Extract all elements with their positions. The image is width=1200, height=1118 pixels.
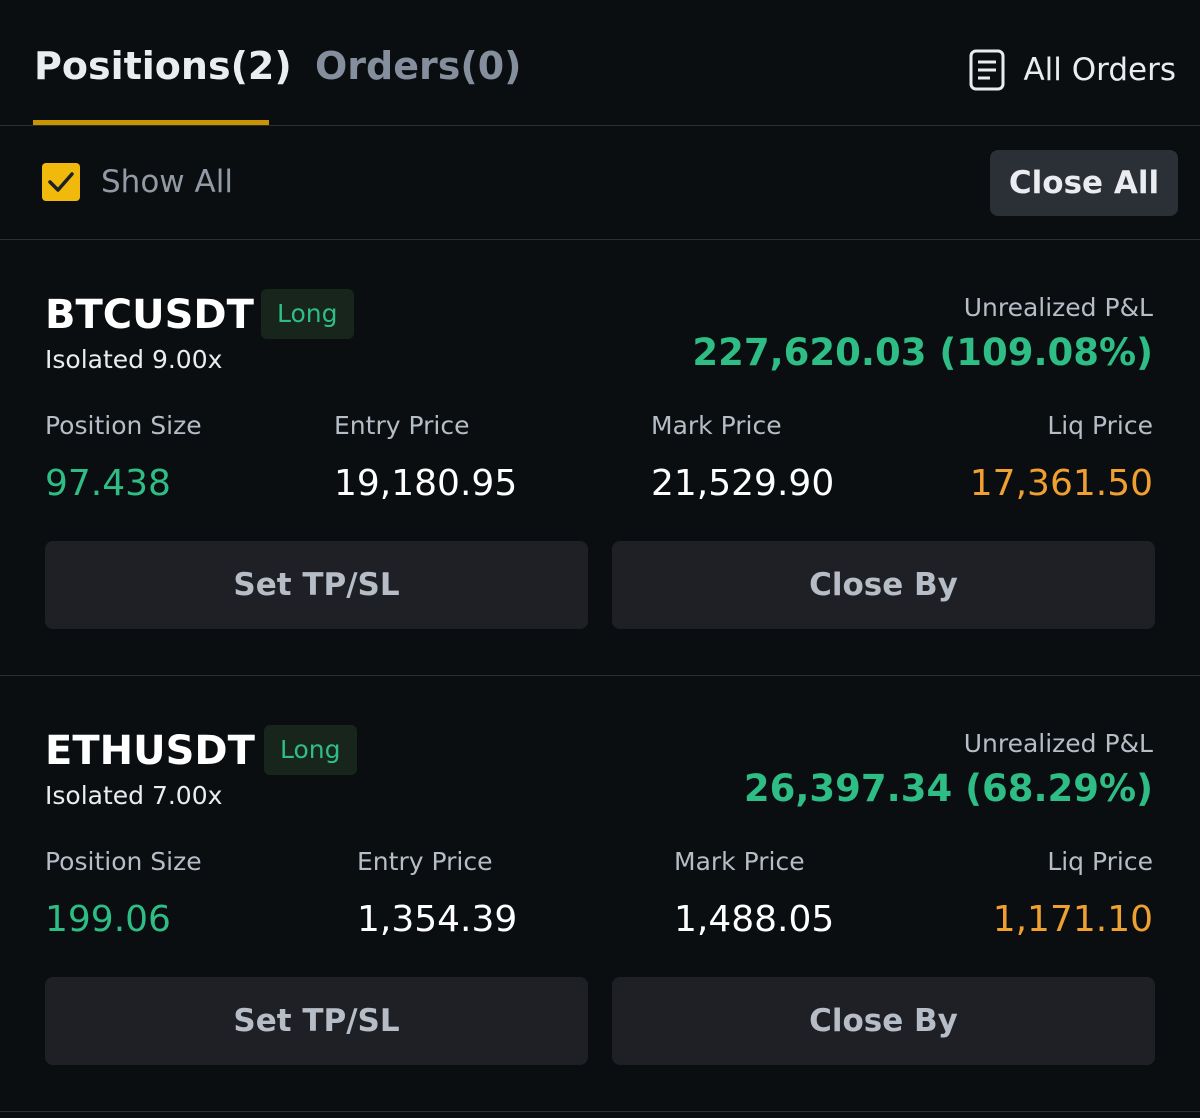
position-size-value: 199.06 <box>45 899 171 940</box>
tab-bar: Positions(2) Orders(0) All Orders <box>0 0 1200 126</box>
unrealized-pnl-label: Unrealized P&L <box>963 293 1153 322</box>
position-card: ETHUSDT Long Isolated 7.00x Unrealized P… <box>0 677 1200 1112</box>
show-all-checkbox[interactable] <box>42 163 80 201</box>
position-size-label: Position Size <box>45 847 202 876</box>
document-list-icon <box>969 49 1005 91</box>
tab-orders[interactable]: Orders(0) <box>315 44 522 88</box>
unrealized-pnl-label: Unrealized P&L <box>963 729 1153 758</box>
entry-price-value: 19,180.95 <box>334 463 518 504</box>
all-orders-label: All Orders <box>1023 52 1176 88</box>
set-tpsl-button[interactable]: Set TP/SL <box>45 541 588 629</box>
mark-price-value: 1,488.05 <box>674 899 835 940</box>
set-tpsl-button[interactable]: Set TP/SL <box>45 977 588 1065</box>
entry-price-label: Entry Price <box>334 411 470 440</box>
filter-bar: Show All Close All <box>0 126 1200 240</box>
liq-price-value: 17,361.50 <box>969 463 1153 504</box>
close-by-button[interactable]: Close By <box>612 977 1155 1065</box>
position-card: BTCUSDT Long Isolated 9.00x Unrealized P… <box>0 241 1200 676</box>
position-symbol[interactable]: BTCUSDT <box>45 292 254 338</box>
show-all-label: Show All <box>101 164 233 200</box>
position-size-value: 97.438 <box>45 463 171 504</box>
close-all-button[interactable]: Close All <box>990 150 1178 216</box>
all-orders-button[interactable]: All Orders <box>969 48 1176 92</box>
side-badge: Long <box>264 725 357 775</box>
mark-price-value: 21,529.90 <box>651 463 835 504</box>
position-symbol[interactable]: ETHUSDT <box>45 728 255 774</box>
entry-price-label: Entry Price <box>357 847 493 876</box>
side-badge: Long <box>261 289 354 339</box>
tab-positions[interactable]: Positions(2) <box>34 44 292 88</box>
checkmark-icon <box>48 172 74 192</box>
close-by-button[interactable]: Close By <box>612 541 1155 629</box>
unrealized-pnl-value: 227,620.03 (109.08%) <box>692 331 1153 374</box>
margin-leverage[interactable]: Isolated 7.00x <box>45 781 223 810</box>
liq-price-label: Liq Price <box>1047 847 1153 876</box>
margin-leverage[interactable]: Isolated 9.00x <box>45 345 223 374</box>
position-size-label: Position Size <box>45 411 202 440</box>
unrealized-pnl-value: 26,397.34 (68.29%) <box>743 767 1153 810</box>
mark-price-label: Mark Price <box>651 411 782 440</box>
entry-price-value: 1,354.39 <box>357 899 518 940</box>
mark-price-label: Mark Price <box>674 847 805 876</box>
liq-price-label: Liq Price <box>1047 411 1153 440</box>
active-tab-indicator <box>33 120 269 125</box>
liq-price-value: 1,171.10 <box>992 899 1153 940</box>
